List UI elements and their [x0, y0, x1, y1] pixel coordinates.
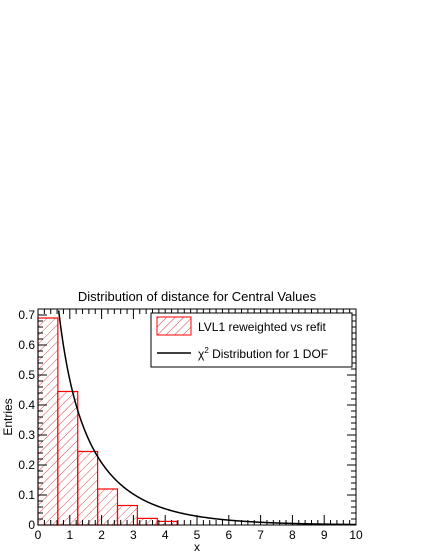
legend-label-curve: χ2 Distribution for 1 DOF: [198, 346, 328, 361]
x-axis-label: x: [194, 540, 200, 553]
y-axis-label: Entries: [1, 398, 15, 435]
y-tick-label: 0.4: [18, 398, 35, 412]
y-tick-label: 0: [28, 518, 35, 532]
y-tick-label: 0.5: [18, 368, 35, 382]
x-tick-label: 7: [257, 528, 264, 542]
y-tick-label: 0.6: [18, 338, 35, 352]
hist-bar: [37, 317, 59, 526]
x-tick-label: 8: [289, 528, 296, 542]
x-tick-label: 2: [98, 528, 105, 542]
hist-bar: [97, 488, 119, 526]
x-tick-label: 5: [194, 528, 201, 542]
x-tick-label: 9: [321, 528, 328, 542]
histogram: [37, 317, 178, 526]
y-tick-label: 0.1: [18, 488, 35, 502]
hist-bar: [156, 520, 178, 526]
x-tick-label: 3: [130, 528, 137, 542]
chart-title: Distribution of distance for Central Val…: [78, 289, 317, 304]
legend-swatch-histogram: [156, 316, 192, 336]
x-tick-label: 1: [66, 528, 73, 542]
x-tick-label: 10: [349, 528, 363, 542]
legend-label-histogram: LVL1 reweighted vs refit: [198, 320, 327, 334]
legend: LVL1 reweighted vs refit χ2 Distribution…: [150, 312, 353, 368]
hist-bar: [136, 517, 158, 526]
hist-bar: [57, 390, 79, 526]
y-tick-label: 0.7: [18, 308, 35, 322]
x-tick-label: 6: [225, 528, 232, 542]
x-tick-label: 0: [35, 528, 42, 542]
hist-bar: [77, 450, 99, 526]
chi2-curve: [57, 310, 357, 526]
y-tick-label: 0.3: [18, 428, 35, 442]
x-tick-label: 4: [162, 528, 169, 542]
y-tick-label: 0.2: [18, 458, 35, 472]
